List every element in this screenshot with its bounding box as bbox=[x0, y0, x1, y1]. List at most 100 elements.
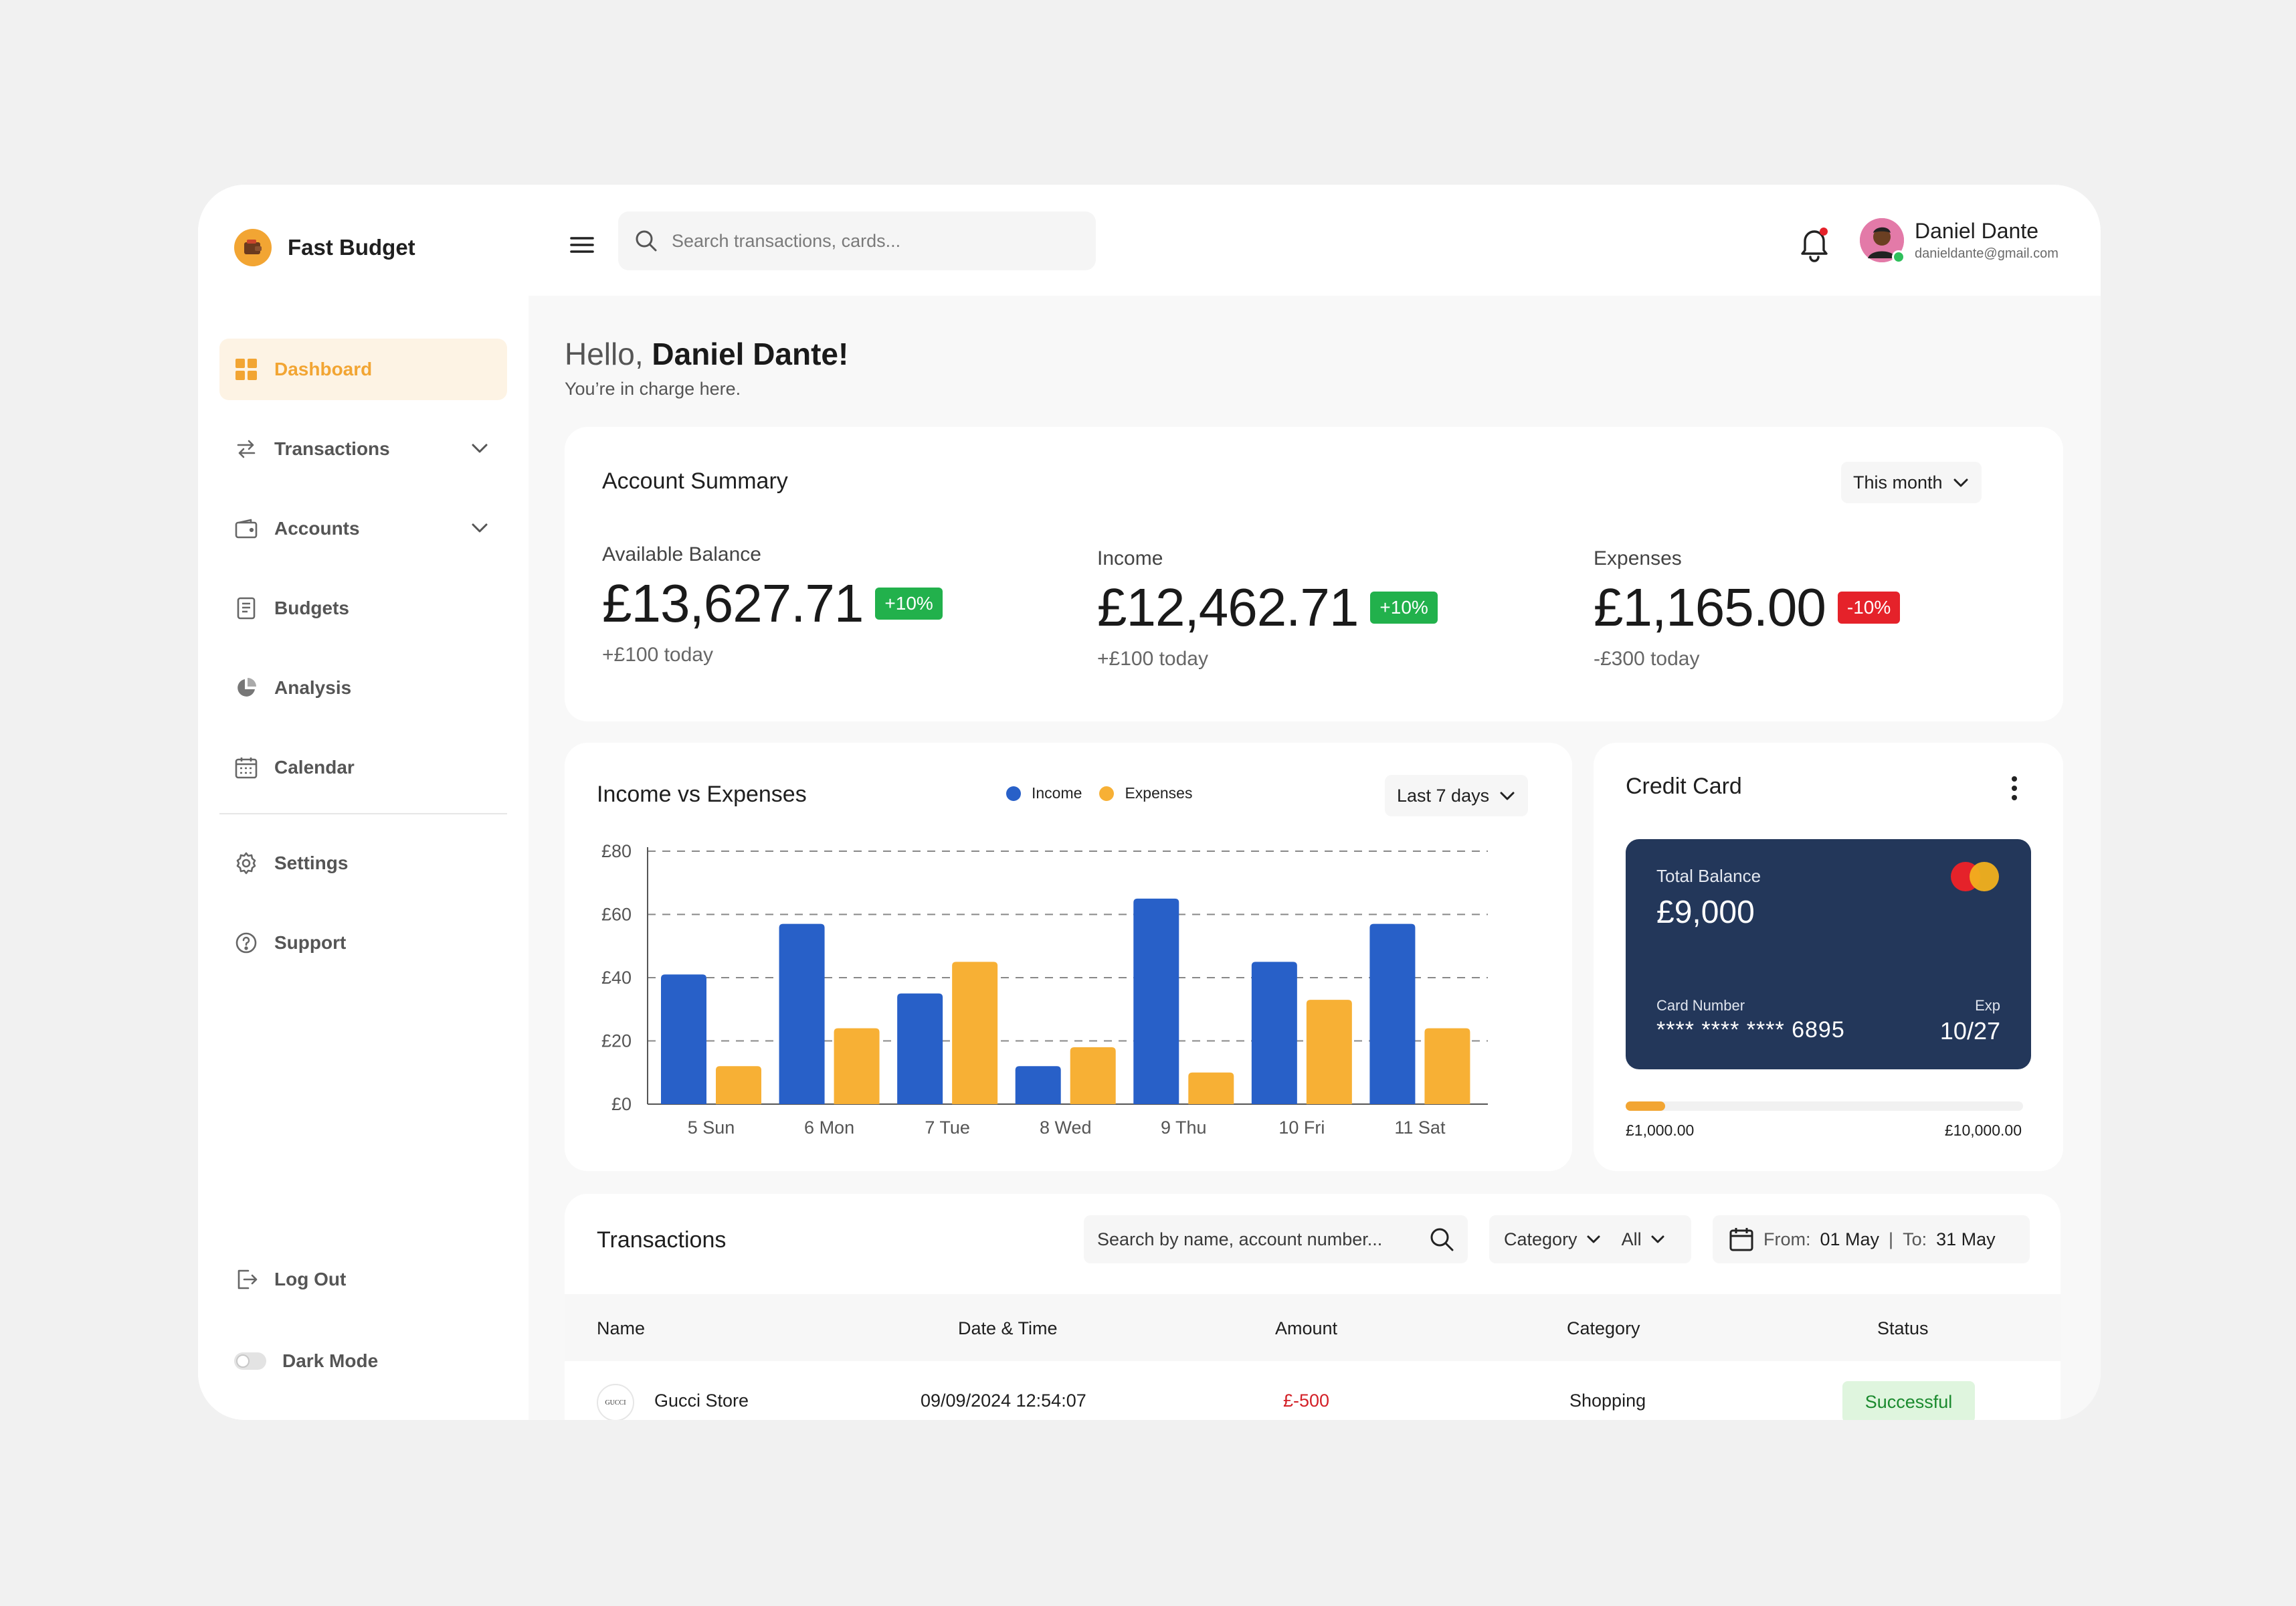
from-value[interactable]: 01 May bbox=[1820, 1229, 1880, 1249]
metric-sub: +£100 today bbox=[1097, 648, 1208, 670]
wallet-outline-icon bbox=[234, 517, 258, 541]
column-header[interactable]: Date & Time bbox=[958, 1318, 1058, 1338]
status-badge: Successful bbox=[1842, 1381, 1975, 1420]
range-max: £10,000.00 bbox=[1944, 1122, 2022, 1139]
notifications-button[interactable] bbox=[1797, 225, 1832, 262]
transaction-amount: £-500 bbox=[1283, 1391, 1330, 1411]
chevron-down-icon bbox=[1587, 1235, 1600, 1243]
sidebar-item-calendar[interactable]: Calendar bbox=[219, 737, 507, 798]
sidebar-item-label: Transactions bbox=[274, 438, 390, 459]
table-row[interactable]: GUCCI Gucci Store 09/09/2024 12:54:07 £-… bbox=[565, 1361, 2061, 1420]
toggle-switch[interactable] bbox=[234, 1352, 266, 1370]
x-tick-label: 10 Fri bbox=[1278, 1118, 1325, 1138]
transaction-datetime: 09/09/2024 12:54:07 bbox=[921, 1391, 1086, 1411]
bar-income bbox=[1133, 898, 1179, 1104]
column-header[interactable]: Amount bbox=[1275, 1318, 1338, 1338]
calendar-icon bbox=[234, 755, 258, 780]
metric-available-balance: Available Balance £13,627.71 +10% +£100 … bbox=[602, 543, 943, 666]
logout-label: Log Out bbox=[274, 1269, 347, 1289]
gear-icon bbox=[234, 851, 258, 875]
table-header: Name Date & Time Amount Category Status bbox=[565, 1294, 2061, 1361]
pie-chart-icon bbox=[234, 676, 258, 700]
calendar-icon bbox=[1729, 1228, 1753, 1251]
card-title: Account Summary bbox=[602, 468, 788, 494]
x-tick-label: 6 Mon bbox=[804, 1118, 854, 1138]
search-input[interactable] bbox=[672, 230, 1073, 252]
user-name: Daniel Dante bbox=[1915, 219, 2038, 243]
credit-usage-bar bbox=[1626, 1101, 2023, 1111]
transactions-search[interactable] bbox=[1084, 1215, 1468, 1263]
sidebar-item-settings[interactable]: Settings bbox=[219, 832, 507, 894]
sidebar-item-analysis[interactable]: Analysis bbox=[219, 657, 507, 719]
metric-sub: -£300 today bbox=[1594, 648, 1700, 670]
metric-value: £13,627.71 bbox=[602, 573, 864, 633]
dashboard-icon bbox=[234, 357, 258, 381]
bar-expenses bbox=[1070, 1047, 1116, 1104]
sidebar-item-support[interactable]: Support bbox=[219, 912, 507, 974]
bar-expenses bbox=[1306, 1000, 1352, 1104]
greeting: Hello, Daniel Dante! bbox=[565, 336, 848, 372]
user-profile[interactable]: Daniel Dante danieldante@gmail.com bbox=[1860, 218, 2059, 264]
exp-value: 10/27 bbox=[1939, 1017, 2000, 1045]
category-value: All bbox=[1621, 1229, 1642, 1249]
x-tick-label: 11 Sat bbox=[1394, 1118, 1446, 1138]
chevron-down-icon[interactable] bbox=[470, 438, 490, 458]
bar-expenses bbox=[1188, 1072, 1234, 1104]
legend-label: Expenses bbox=[1125, 784, 1193, 802]
column-header[interactable]: Category bbox=[1567, 1318, 1640, 1338]
swap-arrows-icon bbox=[234, 437, 258, 461]
more-vertical-icon[interactable] bbox=[2010, 775, 2019, 802]
sidebar-item-dashboard[interactable]: Dashboard bbox=[219, 339, 507, 400]
metric-income: Income £12,462.71 +10% +£100 today bbox=[1097, 547, 1438, 671]
transaction-name: Gucci Store bbox=[654, 1391, 749, 1411]
chevron-down-icon[interactable] bbox=[470, 518, 490, 538]
sidebar-item-accounts[interactable]: Accounts bbox=[219, 498, 507, 559]
column-header[interactable]: Status bbox=[1877, 1318, 1929, 1338]
from-label: From: bbox=[1763, 1229, 1811, 1249]
income-vs-expenses-card: Income vs Expenses Income Expenses Last … bbox=[565, 743, 1572, 1171]
bar-expenses bbox=[834, 1028, 880, 1104]
period-value: Last 7 days bbox=[1397, 785, 1490, 806]
y-tick-label: £40 bbox=[601, 968, 632, 988]
sidebar-divider bbox=[219, 813, 507, 814]
logout-button[interactable]: Log Out bbox=[219, 1249, 507, 1310]
metric-label: Available Balance bbox=[602, 543, 761, 565]
total-balance-label: Total Balance bbox=[1656, 866, 1761, 886]
y-tick-label: £80 bbox=[601, 841, 632, 861]
sidebar-item-budgets[interactable]: Budgets bbox=[219, 577, 507, 639]
period-dropdown[interactable]: This month bbox=[1841, 462, 1982, 503]
card-title: Income vs Expenses bbox=[597, 782, 807, 807]
legend-item-expenses: Expenses bbox=[1099, 784, 1192, 802]
metric-value: £12,462.71 bbox=[1097, 577, 1359, 637]
category-filter[interactable]: Category All bbox=[1489, 1215, 1691, 1263]
credit-card-visual[interactable]: Total Balance £9,000 Card Number **** **… bbox=[1626, 839, 2031, 1069]
metric-sub: +£100 today bbox=[602, 644, 713, 666]
x-tick-label: 9 Thu bbox=[1161, 1118, 1207, 1138]
dark-mode-toggle[interactable]: Dark Mode bbox=[219, 1330, 507, 1392]
menu-button[interactable] bbox=[566, 229, 598, 261]
app-logo[interactable]: Fast Budget bbox=[234, 229, 415, 266]
column-header[interactable]: Name bbox=[597, 1318, 646, 1338]
dark-mode-label: Dark Mode bbox=[282, 1350, 379, 1371]
chart-period-dropdown[interactable]: Last 7 days bbox=[1385, 775, 1529, 816]
search-icon bbox=[1430, 1228, 1454, 1251]
date-range-filter[interactable]: From: 01 May | To: 31 May bbox=[1713, 1215, 2030, 1263]
bar-income bbox=[1369, 923, 1416, 1104]
sidebar: Fast Budget Dashboard Transactions Accou… bbox=[198, 185, 529, 1420]
mastercard-logo-icon bbox=[1951, 862, 1999, 891]
to-value[interactable]: 31 May bbox=[1936, 1229, 1996, 1249]
card-title: Credit Card bbox=[1626, 774, 1742, 799]
chevron-down-icon bbox=[1651, 1235, 1664, 1243]
bar-income bbox=[897, 993, 943, 1104]
transactions-search-input[interactable] bbox=[1097, 1229, 1412, 1250]
sidebar-item-label: Accounts bbox=[274, 518, 360, 539]
bar-expenses bbox=[1424, 1028, 1470, 1104]
card-number-label: Card Number bbox=[1656, 997, 1745, 1014]
bar-income bbox=[1251, 962, 1297, 1104]
sidebar-item-transactions[interactable]: Transactions bbox=[219, 418, 507, 480]
change-badge: +10% bbox=[875, 588, 943, 620]
metric-value-row: £13,627.71 +10% bbox=[602, 573, 943, 634]
global-search[interactable] bbox=[618, 211, 1096, 270]
y-tick-label: £60 bbox=[601, 905, 632, 925]
greeting-name: Daniel Dante! bbox=[652, 337, 849, 371]
